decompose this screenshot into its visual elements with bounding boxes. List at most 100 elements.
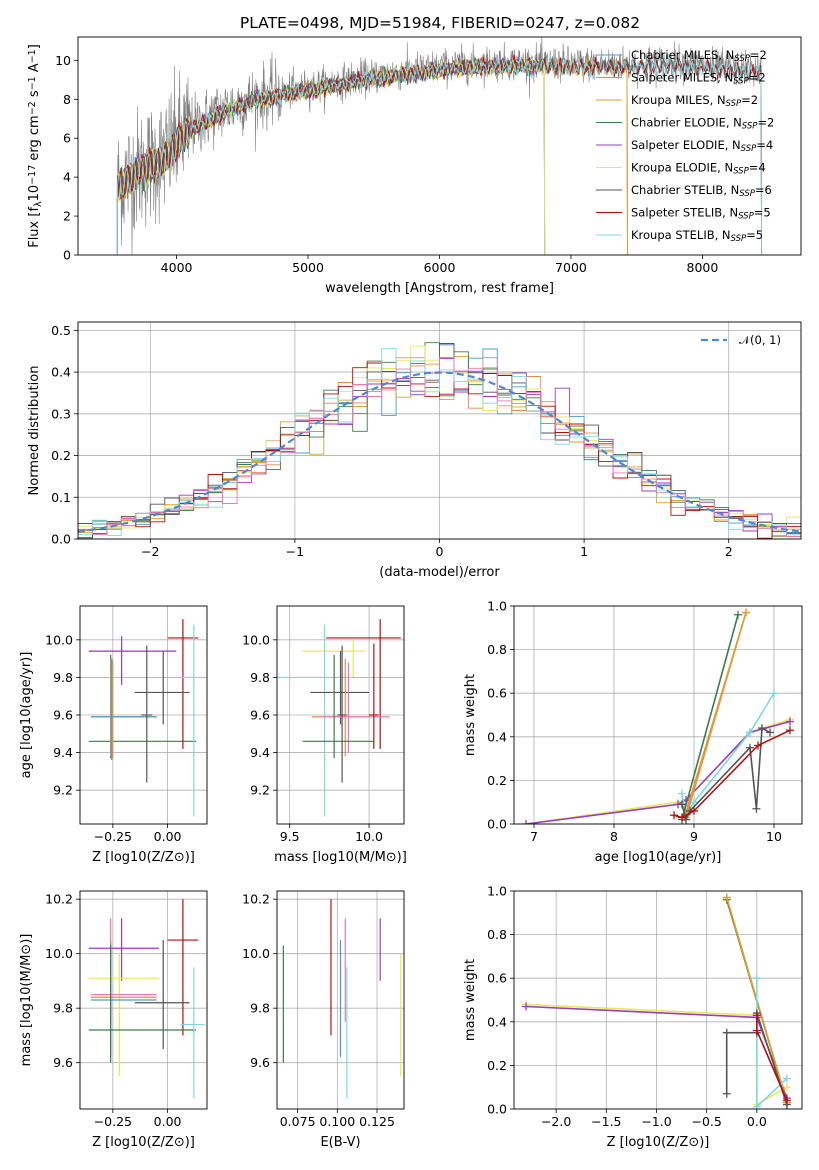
errorbar-point — [141, 645, 153, 783]
residuals-xtick-label: −1 — [286, 544, 304, 559]
errorbar-point — [337, 645, 347, 783]
mass_vs_ebv-panel: 0.075 0.100 0.125 9.6 9.8 10.0 10.2 E(B-V) — [242, 890, 405, 1150]
errorbar-point — [167, 619, 199, 749]
mass_vs_Z-panel: −0.25 0.00 9.6 9.8 10.0 10.2 Z [log10(Z/Z⊙)] ma… — [19, 890, 208, 1150]
spectrum-xtick-label: 4000 — [161, 260, 193, 275]
weight_vs_Z-ytick-label: 0.6 — [487, 971, 507, 986]
weight_vs_age-panel: 7 8 9 10 0.0 0.2 0.4 0.6 0.8 1.0 age [log10(age/yr… — [463, 599, 803, 865]
errorbar-point — [90, 658, 157, 761]
weight_vs_age-ytick-label: 0.6 — [487, 686, 507, 701]
figure-title: PLATE=0498, MJD=51984, FIBERID=0247, z=0… — [240, 14, 640, 32]
weight_vs_Z-panel: −2.0 −1.5 −1.0 −0.5 0.0 0.0 0.2 0.4 0.6 0.8 1.0 Z [… — [463, 884, 803, 1150]
mass_vs_ebv-ytick-label: 10.2 — [242, 892, 270, 907]
age_vs_Z-xlabel: Z [log10(Z/Z⊙)] — [92, 850, 195, 865]
errorbar-point — [302, 639, 366, 678]
mass_vs_Z-frame — [79, 890, 208, 1110]
weight-marker — [722, 1028, 731, 1037]
residuals-xtick-label: −2 — [141, 544, 159, 559]
weight_vs_Z-ytick-label: 0.4 — [487, 1014, 507, 1029]
errorbar-point — [310, 651, 370, 725]
weight-marker — [770, 689, 778, 698]
spectrum-ytick-label: 0 — [63, 248, 71, 263]
weight_vs_age-xlabel: age [log10(age/yr)] — [595, 850, 722, 865]
residuals-ytick-label: 0.1 — [51, 490, 71, 505]
age_vs_mass-ytick-label: 9.6 — [250, 708, 270, 723]
weight-marker — [786, 726, 794, 735]
errorbar-point — [88, 953, 159, 1077]
legend-label: Kroupa STELIB, NSSP=5 — [631, 228, 763, 244]
weight_vs_age-xtick-label: 8 — [610, 829, 618, 844]
weight-marker — [678, 813, 686, 822]
weight-marker — [752, 1102, 761, 1109]
weight_vs_age-frame — [513, 605, 803, 825]
spectrum-xtick-label: 8000 — [687, 260, 719, 275]
weight-marker — [734, 610, 742, 619]
residuals-ytick-label: 0.4 — [51, 365, 71, 380]
errorbar-point — [180, 967, 205, 1099]
weight_vs_Z-xtick-label: 0.0 — [747, 1114, 767, 1129]
errorbar-point — [134, 940, 190, 1050]
residuals-panel: −2 −1 0 1 2 0.0 0.1 0.2 0.3 0.4 0.5 (data-model)/er… — [27, 321, 802, 580]
spectrum-xlabel: wavelength [Angstrom, rest frame] — [325, 281, 554, 296]
mass_vs_ebv-ytick-label: 9.8 — [250, 1001, 270, 1016]
spectrum-ytick-label: 8 — [63, 92, 71, 107]
weight-marker — [678, 800, 686, 809]
weight-marker — [786, 717, 794, 726]
errorbar-point — [88, 639, 159, 682]
model-spectrum-chabrier-miles — [116, 57, 628, 255]
mass_vs_Z-xtick-label: 0.00 — [154, 1114, 182, 1129]
weight_vs_Z-series — [522, 893, 791, 1109]
errorbar-point — [302, 654, 374, 759]
errorbar-point — [88, 945, 197, 1063]
residuals-ytick-label: 0.5 — [51, 323, 71, 338]
weight-marker — [746, 743, 754, 752]
weight_vs_Z-xtick-label: −0.5 — [691, 1114, 721, 1129]
errorbar-point — [326, 619, 401, 749]
weight-marker — [782, 1074, 791, 1083]
spectrum-xtick-label: 5000 — [292, 260, 324, 275]
errorbar-point — [369, 643, 379, 749]
model-spectrum-salpeter-stelib — [116, 54, 763, 255]
mass_vs_ebv-xtick-label: 0.075 — [280, 1114, 316, 1129]
weight-marker — [782, 1096, 791, 1105]
age_vs_mass-points — [281, 619, 401, 817]
spectrum-ytick-label: 4 — [63, 170, 71, 185]
weight_vs_Z-ytick-label: 0.2 — [487, 1058, 507, 1073]
errorbar-point — [180, 624, 205, 817]
errorbar-point — [167, 899, 199, 1036]
errorbar-point — [88, 654, 197, 759]
weight-marker — [752, 804, 761, 813]
mass_vs_Z-xtick-label: −0.25 — [94, 1114, 132, 1129]
weight_vs_age-ytick-label: 0.8 — [487, 642, 507, 657]
age_vs_Z-ylabel: age [log10(age/yr)] — [19, 652, 34, 779]
weight_vs_Z-xtick-label: −1.0 — [641, 1114, 671, 1129]
weight_vs_age-ytick-label: 0.0 — [487, 817, 507, 832]
weight-marker — [722, 893, 731, 902]
errorbar-point — [88, 918, 159, 981]
legend-label: Chabrier ELODIE, NSSP=2 — [631, 116, 774, 132]
spectrum-panel: 4000 5000 6000 7000 8000 0 2 4 6 8 10 wavelength [A… — [27, 36, 802, 296]
age_vs_Z-ytick-label: 10.0 — [45, 632, 73, 647]
legend-label: Salpeter MILES, NSSP=2 — [631, 71, 766, 87]
weight-marker — [746, 728, 754, 737]
weight_vs_age-xtick-label: 7 — [530, 829, 538, 844]
mass_vs_ebv-xtick-label: 0.125 — [359, 1114, 395, 1129]
age_vs_Z-ytick-label: 9.8 — [53, 670, 73, 685]
legend-label: 𝒩(0, 1) — [739, 333, 781, 347]
legend-label: Salpeter ELODIE, NSSP=4 — [631, 138, 773, 154]
spectrum-ylabel: Flux [fλ10−17 erg cm−2 s−1 A−1] — [27, 44, 44, 248]
residuals-ylabel: Normed distribution — [27, 366, 42, 496]
weight-line-kroupa-miles — [685, 612, 747, 818]
residuals-xtick-label: 0 — [436, 544, 444, 559]
mass_vs_Z-ytick-label: 10.0 — [45, 946, 73, 961]
weight_vs_Z-ytick-label: 0.0 — [487, 1102, 507, 1117]
spectrum-xtick-label: 6000 — [424, 260, 456, 275]
weight_vs_Z-ytick-label: 1.0 — [487, 884, 507, 899]
mass_vs_Z-ytick-label: 9.6 — [53, 1055, 73, 1070]
weight-marker — [678, 789, 686, 798]
mass_vs_Z-ytick-label: 9.8 — [53, 1001, 73, 1016]
weight_vs_Z-frame — [513, 890, 803, 1110]
mass_vs_ebv-frame — [276, 890, 405, 1110]
age_vs_mass-ytick-label: 10.0 — [242, 632, 270, 647]
